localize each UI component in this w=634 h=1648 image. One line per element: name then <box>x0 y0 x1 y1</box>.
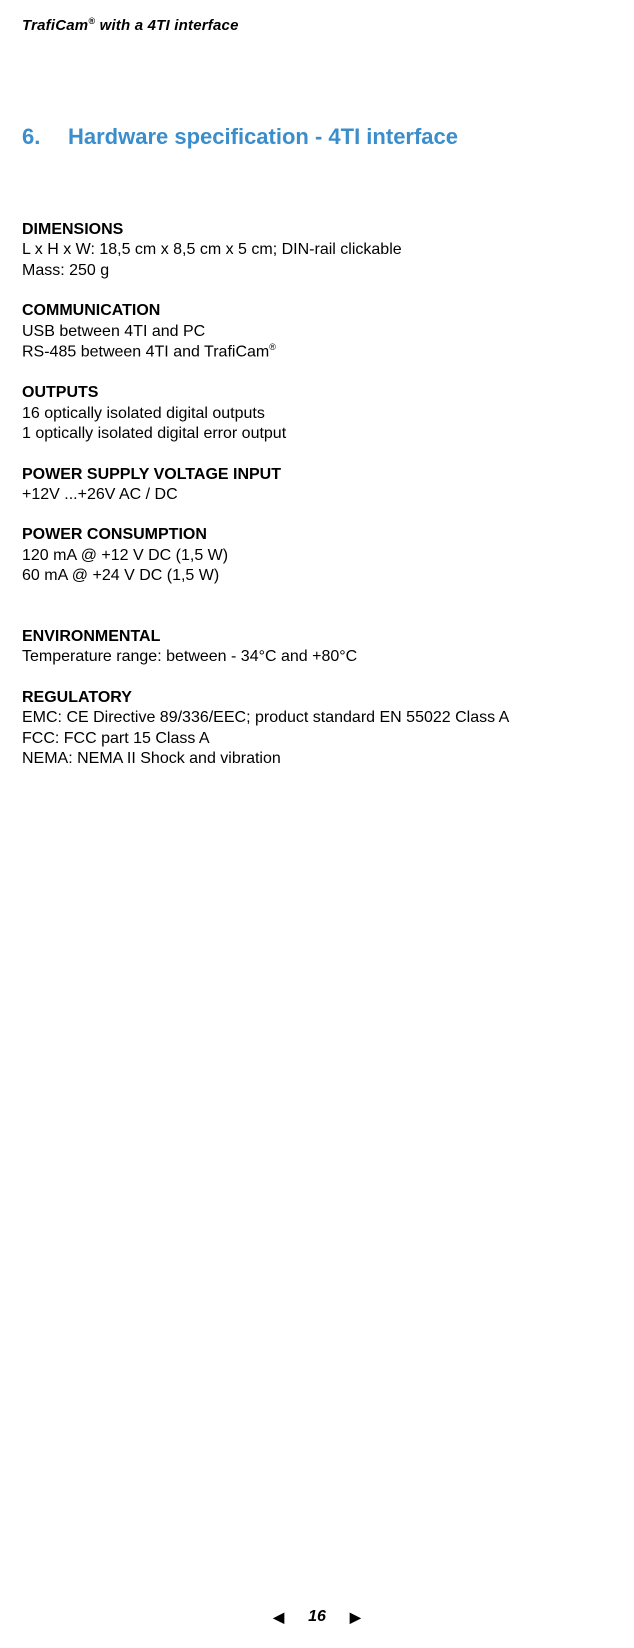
heading-environmental: ENVIRONMENTAL <box>22 627 612 647</box>
page: TrafiCam® with a 4TI interface 6.Hardwar… <box>0 0 634 1648</box>
section-title: 6.Hardware specification - 4TI interface <box>22 124 612 150</box>
line: USB between 4TI and PC <box>22 322 612 342</box>
line: +12V ...+26V AC / DC <box>22 485 612 505</box>
heading-regulatory: REGULATORY <box>22 688 612 708</box>
section-number: 6. <box>22 124 68 150</box>
line: NEMA: NEMA II Shock and vibration <box>22 749 612 769</box>
line: RS-485 between 4TI and TrafiCam® <box>22 342 612 363</box>
block-outputs: OUTPUTS 16 optically isolated digital ou… <box>22 383 612 444</box>
block-power-consumption: POWER CONSUMPTION 120 mA @ +12 V DC (1,5… <box>22 525 612 586</box>
line: 120 mA @ +12 V DC (1,5 W) <box>22 546 612 566</box>
line: L x H x W: 18,5 cm x 8,5 cm x 5 cm; DIN-… <box>22 240 612 260</box>
heading-power-consumption: POWER CONSUMPTION <box>22 525 612 545</box>
line: Mass: 250 g <box>22 261 612 281</box>
heading-communication: COMMUNICATION <box>22 301 612 321</box>
line: 60 mA @ +24 V DC (1,5 W) <box>22 566 612 586</box>
block-environmental: ENVIRONMENTAL Temperature range: between… <box>22 627 612 668</box>
block-regulatory: REGULATORY EMC: CE Directive 89/336/EEC;… <box>22 688 612 770</box>
line: FCC: FCC part 15 Class A <box>22 729 612 749</box>
reg-mark: ® <box>269 342 276 352</box>
header-product: TrafiCam <box>22 17 88 34</box>
page-number: 16 <box>308 1608 326 1626</box>
heading-dimensions: DIMENSIONS <box>22 220 612 240</box>
heading-outputs: OUTPUTS <box>22 383 612 403</box>
prev-page-icon[interactable]: ◀ <box>273 1609 284 1626</box>
line: EMC: CE Directive 89/336/EEC; product st… <box>22 708 612 728</box>
running-header: TrafiCam® with a 4TI interface <box>22 0 612 34</box>
page-footer: ◀ 16 ▶ <box>0 1608 634 1626</box>
line-text: RS-485 between 4TI and TrafiCam <box>22 344 269 361</box>
next-page-icon[interactable]: ▶ <box>350 1609 361 1626</box>
header-rest: with a 4TI interface <box>95 17 238 34</box>
body: DIMENSIONS L x H x W: 18,5 cm x 8,5 cm x… <box>22 220 612 770</box>
block-power-supply: POWER SUPPLY VOLTAGE INPUT +12V ...+26V … <box>22 465 612 506</box>
heading-power-supply: POWER SUPPLY VOLTAGE INPUT <box>22 465 612 485</box>
block-dimensions: DIMENSIONS L x H x W: 18,5 cm x 8,5 cm x… <box>22 220 612 281</box>
block-communication: COMMUNICATION USB between 4TI and PC RS-… <box>22 301 612 363</box>
line: Temperature range: between - 34°C and +8… <box>22 647 612 667</box>
line: 16 optically isolated digital outputs <box>22 404 612 424</box>
section-title-text: Hardware specification - 4TI interface <box>68 124 458 149</box>
line: 1 optically isolated digital error outpu… <box>22 424 612 444</box>
